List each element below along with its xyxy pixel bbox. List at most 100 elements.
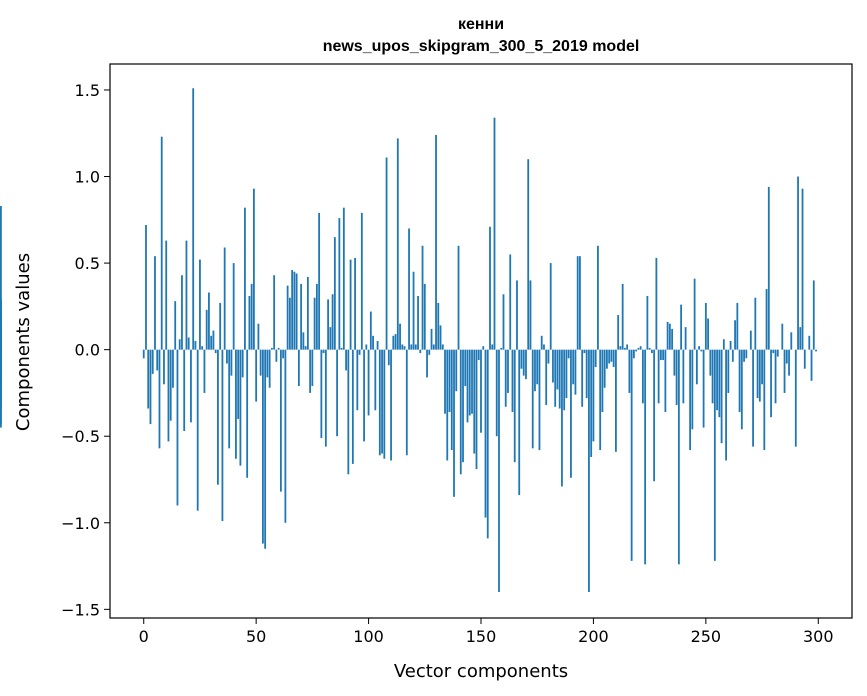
bar xyxy=(201,346,204,350)
bar xyxy=(394,334,397,350)
bar xyxy=(306,276,309,350)
chart-subtitle: news_upos_skipgram_300_5_2019 model xyxy=(323,38,640,55)
bar xyxy=(210,335,213,350)
bar xyxy=(417,295,419,350)
bar xyxy=(617,315,620,350)
bar xyxy=(664,349,667,412)
bar xyxy=(255,349,258,402)
bar xyxy=(226,349,228,364)
bar xyxy=(520,349,523,369)
bar xyxy=(781,323,784,350)
bar xyxy=(713,349,716,561)
bar xyxy=(372,335,374,350)
bar xyxy=(491,344,494,350)
bar xyxy=(194,341,197,350)
bar xyxy=(392,335,395,350)
bar xyxy=(300,283,303,350)
bar xyxy=(603,349,606,388)
bar xyxy=(731,349,734,362)
bar xyxy=(531,349,534,449)
bar xyxy=(549,263,552,350)
bar xyxy=(504,349,507,407)
bar xyxy=(581,349,584,407)
bar xyxy=(178,339,181,350)
bar xyxy=(428,349,431,355)
bar xyxy=(192,88,195,350)
bar xyxy=(291,270,294,350)
bar xyxy=(498,349,500,593)
bar xyxy=(0,205,2,350)
bar xyxy=(752,349,754,447)
bar xyxy=(718,349,721,418)
bar xyxy=(199,259,201,350)
bar xyxy=(309,349,312,393)
bar xyxy=(230,349,233,376)
bar xyxy=(176,349,179,506)
y-tick-label: 1.5 xyxy=(75,81,100,100)
bar xyxy=(698,346,700,350)
y-tick-label: −1.5 xyxy=(61,600,100,619)
y-tick-label: −0.5 xyxy=(61,427,100,446)
bar xyxy=(340,347,343,350)
bar xyxy=(421,245,424,350)
bar xyxy=(525,349,527,380)
bar xyxy=(518,349,521,496)
bar xyxy=(790,332,793,350)
bar xyxy=(401,344,404,350)
bar xyxy=(363,349,365,442)
bar xyxy=(659,349,662,361)
bar xyxy=(426,349,428,378)
bar xyxy=(217,349,219,485)
bar xyxy=(736,302,739,350)
bar xyxy=(347,349,350,475)
bar xyxy=(797,176,799,350)
bar xyxy=(203,349,206,393)
bar xyxy=(639,346,642,350)
bar xyxy=(540,335,543,350)
bar xyxy=(588,349,590,593)
bar xyxy=(522,349,525,376)
bar xyxy=(477,349,480,361)
bar xyxy=(495,349,498,437)
bar xyxy=(158,349,161,449)
bar xyxy=(693,278,696,350)
bar xyxy=(268,349,271,388)
bar xyxy=(163,349,165,385)
bar xyxy=(610,349,613,362)
bar xyxy=(788,349,790,376)
bar xyxy=(480,349,482,433)
bar xyxy=(722,339,725,350)
bar xyxy=(704,302,707,350)
bar xyxy=(700,349,703,352)
bar xyxy=(720,349,723,444)
bar xyxy=(529,280,532,350)
bar xyxy=(619,346,622,350)
bar xyxy=(626,344,629,350)
bar xyxy=(615,349,617,452)
bar xyxy=(489,226,491,350)
bar xyxy=(385,157,388,350)
bar xyxy=(446,349,449,461)
bar xyxy=(500,347,503,350)
bar xyxy=(707,318,709,350)
bar xyxy=(293,271,296,350)
bar xyxy=(405,349,408,456)
bar xyxy=(408,228,410,350)
bar xyxy=(205,309,208,350)
bar xyxy=(543,344,545,350)
bar xyxy=(594,349,597,367)
bar xyxy=(223,247,226,350)
bar xyxy=(154,256,156,350)
bar xyxy=(441,344,444,350)
bar xyxy=(536,349,539,385)
bar xyxy=(455,349,458,392)
bar xyxy=(275,349,278,362)
bar xyxy=(675,349,678,406)
bar xyxy=(624,347,626,350)
bar xyxy=(457,245,460,350)
plot-frame xyxy=(109,63,853,619)
bar xyxy=(165,240,168,350)
bar xyxy=(776,349,779,357)
bar xyxy=(601,349,604,412)
bar xyxy=(641,349,644,404)
